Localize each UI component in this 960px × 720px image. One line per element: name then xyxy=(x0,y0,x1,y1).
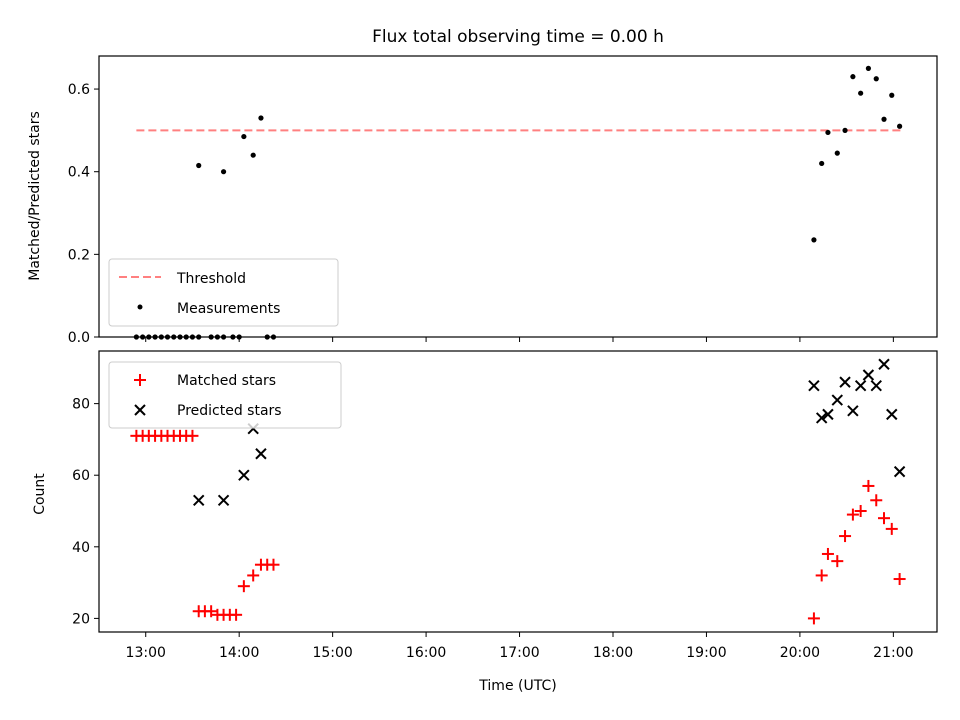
measurement-point xyxy=(250,152,256,158)
measurement-point xyxy=(858,90,864,96)
predicted-stars-point xyxy=(808,380,820,392)
top-panel: Flux total observing time = 0.00 h Match… xyxy=(27,27,938,346)
predicted-stars-point xyxy=(886,408,898,421)
x-tick-label: 19:00 xyxy=(686,645,726,661)
matched-stars-point xyxy=(815,569,828,582)
matched-stars-point xyxy=(839,530,852,543)
x-axis-label: Time (UTC) xyxy=(478,678,556,694)
top-ticks: 0.0 0.2 0.4 0.6 xyxy=(68,82,894,346)
top-legend-box xyxy=(108,258,339,327)
matched-stars-point xyxy=(862,479,875,492)
top-legend: Threshold Measurements xyxy=(108,258,339,327)
measurement-point xyxy=(220,169,227,175)
predicted-stars-point xyxy=(839,376,851,388)
predicted-stars-point xyxy=(255,448,267,460)
x-tick-label: 20:00 xyxy=(780,645,820,661)
measurement-point xyxy=(873,76,879,82)
x-tick-label: 18:00 xyxy=(593,645,633,661)
bottom-ticks: 20 40 60 80 13:00 14:00 15:00 16:00 17:00 18:00 19… xyxy=(72,397,913,661)
matched-stars-point xyxy=(831,555,844,568)
y-tick-label: 0.4 xyxy=(68,165,90,181)
y-tick-label: 0.0 xyxy=(68,330,90,346)
bottom-y-axis-label: Count xyxy=(32,473,48,515)
predicted-stars-point xyxy=(847,405,859,417)
matched-stars-point xyxy=(186,429,199,442)
measurement-point xyxy=(825,129,831,136)
predicted-stars-point xyxy=(893,465,906,478)
predicted-stars-point xyxy=(870,380,882,392)
measurement-point xyxy=(196,162,202,169)
x-tick-label: 15:00 xyxy=(312,645,352,661)
predicted-stars-point xyxy=(815,412,828,424)
matched-stars-point xyxy=(237,580,250,593)
y-tick-label: 80 xyxy=(72,397,90,413)
measurement-point xyxy=(842,127,848,133)
matched-stars-point xyxy=(885,522,898,535)
predicted-stars-point xyxy=(217,494,230,506)
top-y-axis-label: Matched/Predicted stars xyxy=(27,111,43,281)
y-tick-label: 0.2 xyxy=(68,247,90,263)
chart-title: Flux total observing time = 0.00 h xyxy=(372,27,664,47)
measurement-point xyxy=(241,133,247,140)
bottom-panel: Count Time (UTC) 20 40 60 80 13:00 14:00 15:00… xyxy=(32,350,938,694)
predicted-stars-point xyxy=(854,380,867,392)
predicted-stars-point xyxy=(193,494,205,506)
y-tick-label: 40 xyxy=(72,540,90,556)
predicted-stars-point xyxy=(878,358,890,370)
bottom-legend: Matched stars Predicted stars xyxy=(108,361,342,429)
measurement-point xyxy=(819,160,825,167)
bottom-legend-box xyxy=(108,361,342,429)
x-tick-label: 17:00 xyxy=(499,645,539,661)
measurement-point xyxy=(258,115,264,121)
x-tick-label: 14:00 xyxy=(219,645,259,661)
legend-threshold-label: Threshold xyxy=(176,271,246,287)
measurement-point xyxy=(865,65,872,71)
measurement-point xyxy=(881,116,887,122)
legend-measurements-label: Measurements xyxy=(177,301,280,317)
matched-stars-point xyxy=(854,505,867,518)
legend-measurements-swatch xyxy=(137,304,143,310)
measurement-point xyxy=(889,92,895,98)
predicted-stars-point xyxy=(822,408,834,421)
matched-stars-point xyxy=(267,558,280,571)
legend-predicted-label: Predicted stars xyxy=(177,403,282,419)
top-plot-frame xyxy=(98,55,938,338)
measurement-point xyxy=(850,74,856,80)
matched-stars-point xyxy=(247,569,260,582)
bottom-plot-frame xyxy=(98,350,938,633)
x-tick-label: 16:00 xyxy=(406,645,446,661)
matched-stars-point xyxy=(807,612,820,625)
legend-matched-swatch xyxy=(134,374,146,386)
legend-matched-label: Matched stars xyxy=(177,373,276,389)
y-tick-label: 20 xyxy=(72,611,90,627)
matched-stars-point xyxy=(878,512,891,525)
legend-predicted-swatch xyxy=(134,404,146,416)
measurement-point xyxy=(811,237,817,243)
matched-stars-point xyxy=(230,608,243,621)
predicted-stars-point xyxy=(862,369,875,381)
x-tick-label: 21:00 xyxy=(873,645,913,661)
matched-stars-point xyxy=(821,547,834,560)
y-tick-label: 0.6 xyxy=(68,82,90,98)
matched-stars-point xyxy=(205,605,218,618)
matched-stars-point xyxy=(846,508,859,521)
measurement-point xyxy=(897,123,903,129)
y-tick-label: 60 xyxy=(72,468,90,484)
x-tick-label: 13:00 xyxy=(126,645,166,661)
bottom-data xyxy=(130,358,906,625)
matched-stars-point xyxy=(893,573,906,586)
matched-stars-point xyxy=(870,494,883,507)
predicted-stars-point xyxy=(238,469,250,481)
predicted-stars-point xyxy=(831,394,843,406)
measurement-point xyxy=(834,150,840,156)
